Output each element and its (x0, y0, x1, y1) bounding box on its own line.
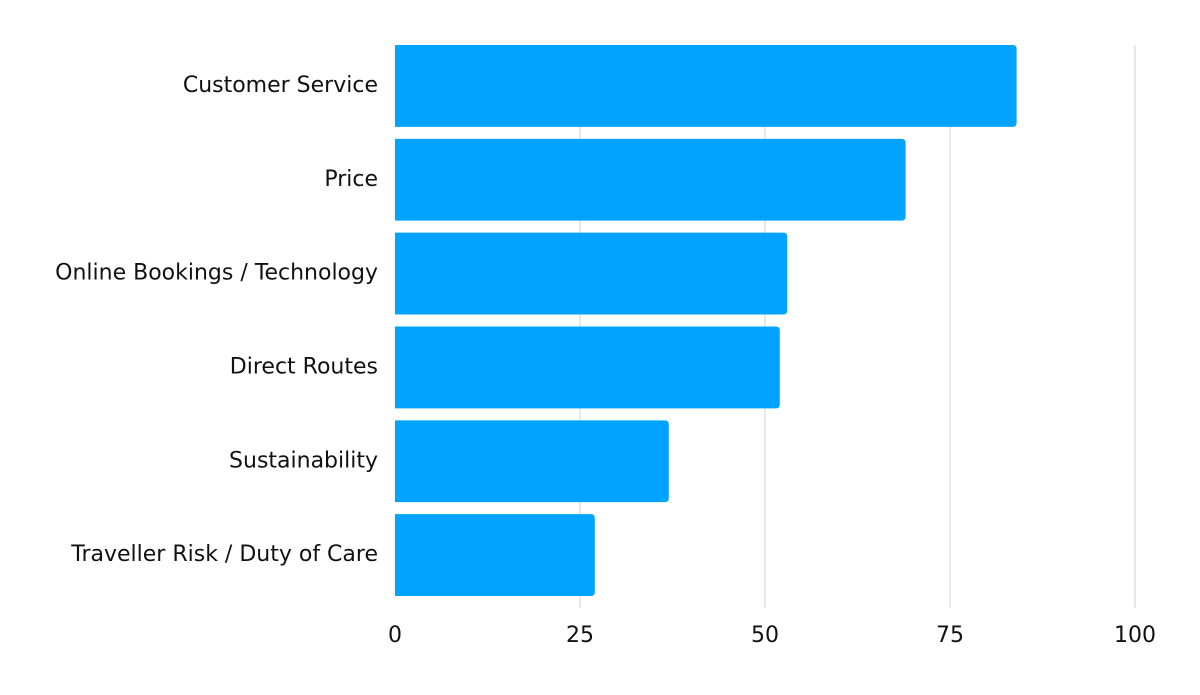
category-label-traveller-risk-duty-of-care: Traveller Risk / Duty of Care (70, 542, 378, 567)
category-label-price: Price (324, 167, 378, 192)
bar-price (395, 138, 906, 221)
x-tick-label-75: 75 (936, 623, 964, 648)
category-label-online-bookings-technology: Online Bookings / Technology (55, 261, 378, 286)
bars (395, 45, 1017, 596)
bar-sustainability (395, 420, 669, 503)
x-tick-label-25: 25 (566, 623, 594, 648)
bar-customer-service (395, 45, 1017, 127)
category-label-customer-service: Customer Service (183, 73, 378, 98)
bar-online-bookings-technology (395, 232, 788, 315)
x-tick-label-100: 100 (1114, 623, 1156, 648)
x-tick-label-50: 50 (751, 623, 779, 648)
bar-direct-routes (395, 326, 780, 409)
category-label-direct-routes: Direct Routes (230, 354, 378, 379)
x-tick-label-0: 0 (388, 623, 402, 648)
category-labels: Customer Service Price Online Bookings / T… (55, 73, 378, 567)
bar-traveller-risk-duty-of-care (395, 514, 595, 596)
category-label-sustainability: Sustainability (229, 448, 378, 473)
x-axis-ticks: 0 25 50 75 100 (388, 623, 1156, 648)
